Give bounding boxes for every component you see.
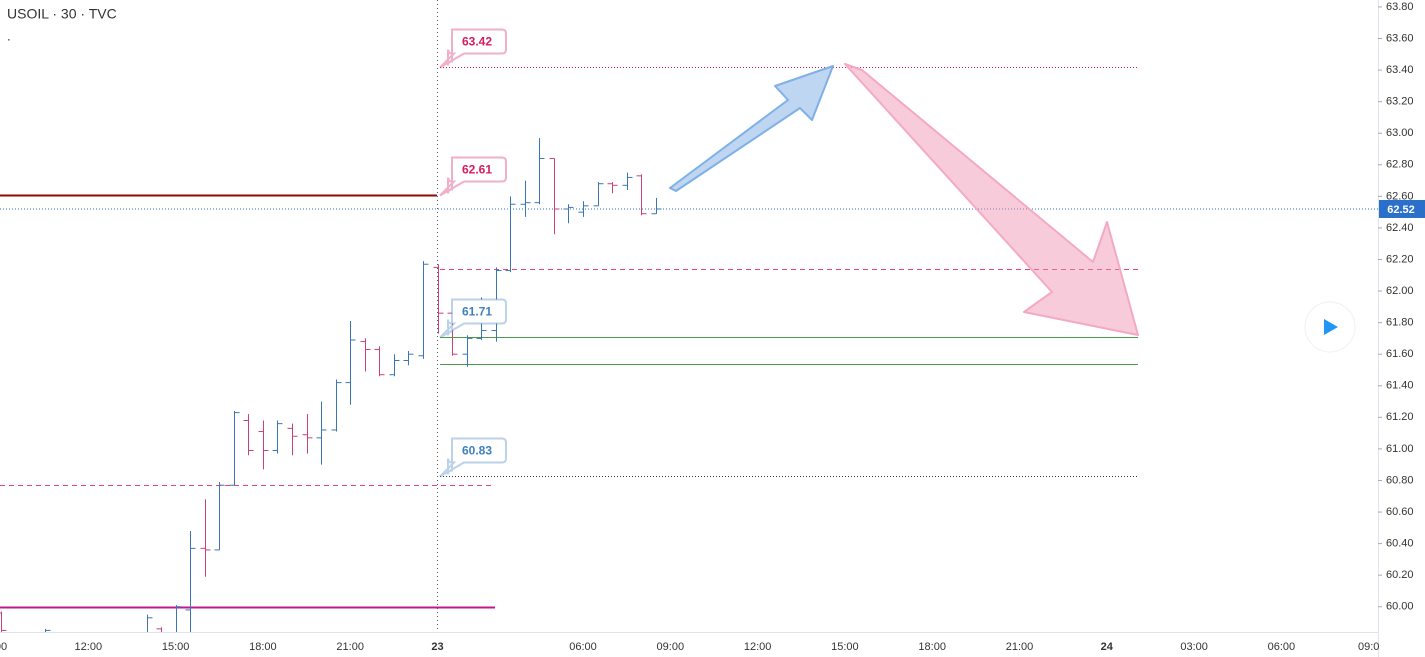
y-tick-label: 60.80 [1386,474,1414,486]
chart-title: USOIL · 30 · TVC [7,6,117,22]
callout-label: 61.71 [462,305,492,319]
x-tick-label: 03:00 [1180,641,1208,653]
last-price-badge [1379,199,1425,218]
play-icon[interactable] [1324,319,1338,335]
play-button[interactable] [1304,301,1356,353]
x-tick-label: 09:00 [657,641,685,653]
y-tick-label: 63.80 [1386,1,1414,13]
x-tick-label: 12:00 [75,641,103,653]
y-tick-label: 62.80 [1386,159,1414,171]
x-tick-label: 18:00 [918,641,946,653]
y-tick-label: 63.00 [1386,127,1414,139]
x-tick-label: 21:00 [1006,641,1034,653]
y-tick-label: 61.00 [1386,443,1414,455]
x-tick-label: 21:00 [336,641,364,653]
y-tick-label: 60.40 [1386,538,1414,550]
x-tick-label: 06:00 [1268,641,1296,653]
y-tick-label: 60.20 [1386,569,1414,581]
y-tick-label: 62.40 [1386,222,1414,234]
x-tick-label: 06:00 [569,641,597,653]
y-tick-label: 62.60 [1386,190,1414,202]
y-tick-label: 62.00 [1386,285,1414,297]
x-tick-label: 12:00 [744,641,772,653]
y-tick-label: 63.20 [1386,96,1414,108]
callout-box [439,437,507,478]
callout-label: 62.61 [462,163,492,177]
plot-area [0,67,1378,632]
y-tick-label: 62.20 [1386,253,1414,265]
chart-subtitle: . [7,28,11,43]
down-arrow-drawing [844,63,1139,336]
callout-box [439,28,507,69]
last-price-label: 62.52 [1387,204,1415,216]
y-tick-label: 61.60 [1386,348,1414,360]
callout-box [439,298,507,339]
callout-label: 63.42 [462,35,492,49]
x-tick-label: 00 [0,641,7,653]
x-tick-label: 15:00 [831,641,859,653]
x-tick-label: 09:0 [1358,641,1379,653]
x-tick-label: 15:00 [162,641,190,653]
y-tick-label: 61.20 [1386,411,1414,423]
y-tick-label: 63.40 [1386,64,1414,76]
callout-label: 60.83 [462,444,492,458]
y-tick-label: 61.80 [1386,317,1414,329]
callout-box [439,156,507,197]
y-tick-label: 60.00 [1386,601,1414,613]
x-tick-label: 24 [1101,641,1114,653]
y-tick-label: 63.60 [1386,32,1414,44]
up-arrow-drawing [669,65,834,192]
x-tick-label: 18:00 [249,641,277,653]
y-tick-label: 61.40 [1386,380,1414,392]
x-tick-label: 23 [431,641,443,653]
y-tick-label: 60.60 [1386,506,1414,518]
